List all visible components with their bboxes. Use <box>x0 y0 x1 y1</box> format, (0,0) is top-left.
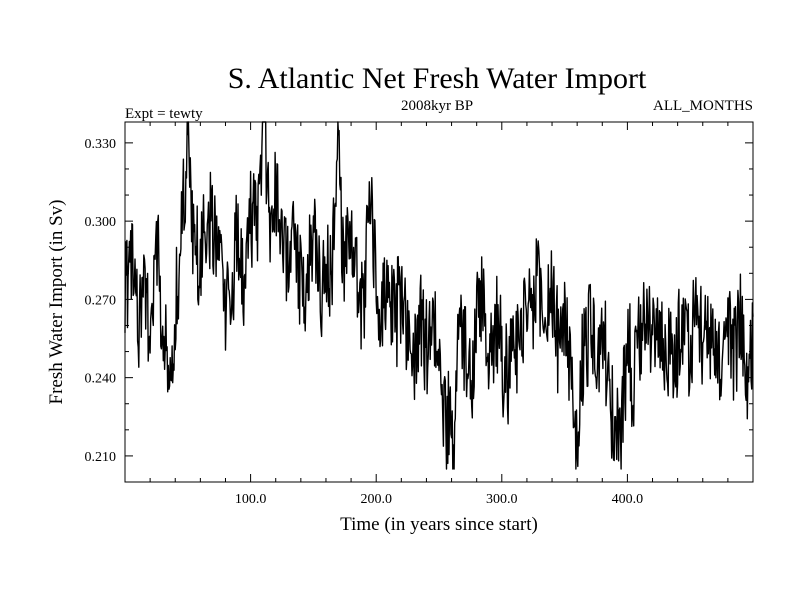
y-axis-ticks: 0.210 0.240 0.270 0.300 0.330 <box>85 137 753 465</box>
x-tick-label: 100.0 <box>235 492 267 507</box>
y-tick-label: 0.240 <box>85 372 117 387</box>
plot-frame <box>124 121 754 483</box>
series-layer <box>124 121 754 470</box>
y-tick-label: 0.330 <box>85 137 117 152</box>
y-tick-label: 0.210 <box>85 450 117 465</box>
x-axis-ticks: 100.0 200.0 300.0 400.0 <box>149 122 729 507</box>
chart-title: S. Atlantic Net Fresh Water Import <box>228 62 647 95</box>
series-line-fresh-water-import <box>124 121 754 470</box>
x-axis-label: Time (in years since start) <box>340 514 538 535</box>
x-tick-label: 200.0 <box>360 492 392 507</box>
x-tick-label: 300.0 <box>486 492 518 507</box>
period-label: ALL_MONTHS <box>653 98 753 114</box>
y-tick-label: 0.270 <box>85 293 117 308</box>
y-tick-label: 0.300 <box>85 215 117 230</box>
chart-subtitle: 2008kyr BP <box>401 98 473 114</box>
plot-area: 100.0 200.0 300.0 400.0 0.210 0.240 0.270 0.30… <box>85 121 754 507</box>
y-axis-label: Fresh Water Import (in Sv) <box>46 200 67 405</box>
expt-label: Expt = tewty <box>125 106 203 122</box>
x-tick-label: 400.0 <box>612 492 644 507</box>
